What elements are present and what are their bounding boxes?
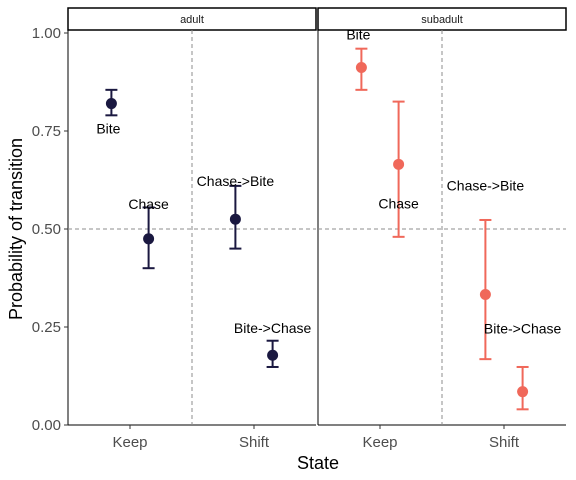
- y-tick-label: 0.50: [32, 221, 61, 238]
- facet-strip-label: subadult: [421, 14, 463, 26]
- point-label: Chase->Bite: [197, 173, 275, 189]
- point-label: Bite->Chase: [484, 321, 562, 337]
- data-point: [143, 233, 155, 245]
- data-point: [229, 213, 241, 225]
- point-label: Chase: [128, 196, 169, 212]
- point-label: Bite->Chase: [234, 320, 312, 336]
- data-point: [267, 349, 279, 361]
- data-point: [105, 98, 117, 110]
- data-point: [355, 61, 367, 73]
- data-point: [517, 386, 529, 398]
- point-label: Bite: [96, 121, 120, 137]
- y-tick-label: 0.25: [32, 319, 61, 336]
- data-point: [479, 288, 491, 300]
- x-tick-label: Keep: [112, 434, 147, 451]
- y-tick-label: 1.00: [32, 25, 61, 42]
- x-tick-label: Keep: [362, 434, 397, 451]
- y-tick-label: 0.75: [32, 123, 61, 140]
- y-tick-label: 0.00: [32, 417, 61, 434]
- point-label: Bite: [346, 26, 370, 42]
- point-label: Chase->Bite: [447, 177, 525, 193]
- point-label: Chase: [378, 195, 419, 211]
- x-axis-title: State: [297, 453, 339, 473]
- y-axis-title: Probability of transition: [6, 138, 26, 320]
- x-tick-label: Shift: [239, 434, 270, 451]
- x-tick-label: Shift: [489, 434, 520, 451]
- data-point: [393, 158, 405, 170]
- facet-strip-label: adult: [180, 14, 204, 26]
